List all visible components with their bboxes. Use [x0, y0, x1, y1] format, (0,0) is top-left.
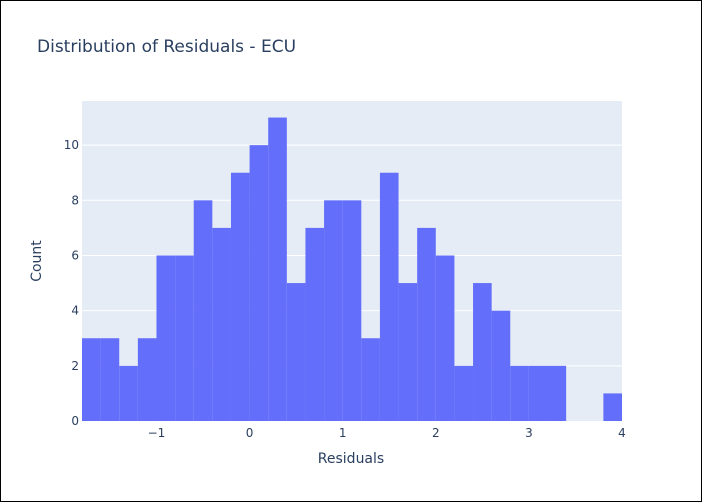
- histogram-bar: [268, 117, 287, 421]
- histogram-bar: [212, 227, 231, 421]
- bars: [82, 117, 622, 421]
- histogram-bar: [82, 338, 101, 421]
- y-tick-label: 6: [71, 248, 79, 262]
- histogram-bar: [417, 227, 436, 421]
- histogram-bar: [435, 255, 455, 421]
- histogram-bar: [305, 227, 325, 421]
- y-tick-labels: 0 2 4 6 8 10: [64, 138, 79, 428]
- histogram-bar: [230, 172, 250, 421]
- histogram-bar: [175, 255, 194, 421]
- histogram-bar: [119, 365, 138, 421]
- x-tick-label: −1: [148, 426, 166, 440]
- chart-title: Distribution of Residuals - ECU: [37, 37, 296, 57]
- histogram-bar: [193, 200, 213, 421]
- histogram-bar: [473, 283, 492, 421]
- histogram-bar: [510, 365, 529, 421]
- histogram-bar: [454, 365, 474, 421]
- histogram-bar: [342, 200, 362, 421]
- histogram-bar: [249, 145, 269, 421]
- x-tick-label: 0: [246, 426, 254, 440]
- histogram-bar: [286, 283, 306, 421]
- histogram-bar: [379, 172, 399, 421]
- y-axis-title: Count: [29, 240, 45, 282]
- histogram-bar: [100, 338, 120, 421]
- histogram-bar: [491, 310, 511, 421]
- histogram-bar: [137, 338, 157, 421]
- histogram-bar: [361, 338, 380, 421]
- x-axis-title: Residuals: [318, 451, 384, 467]
- x-tick-label: 3: [525, 426, 533, 440]
- x-tick-labels: −1 0 1 2 3 4: [148, 426, 626, 440]
- y-tick-label: 8: [71, 193, 79, 207]
- histogram-bar: [324, 200, 343, 421]
- histogram-bar: [398, 283, 418, 421]
- y-tick-label: 4: [71, 304, 79, 318]
- y-tick-label: 0: [71, 414, 79, 428]
- x-tick-label: 4: [618, 426, 626, 440]
- histogram-bar: [603, 393, 622, 421]
- x-tick-label: 1: [339, 426, 347, 440]
- histogram-bar: [547, 365, 567, 421]
- y-tick-label: 10: [64, 138, 79, 152]
- x-tick-label: 2: [432, 426, 440, 440]
- y-tick-label: 2: [71, 359, 79, 373]
- histogram-bar: [156, 255, 176, 421]
- histogram-bar: [528, 365, 548, 421]
